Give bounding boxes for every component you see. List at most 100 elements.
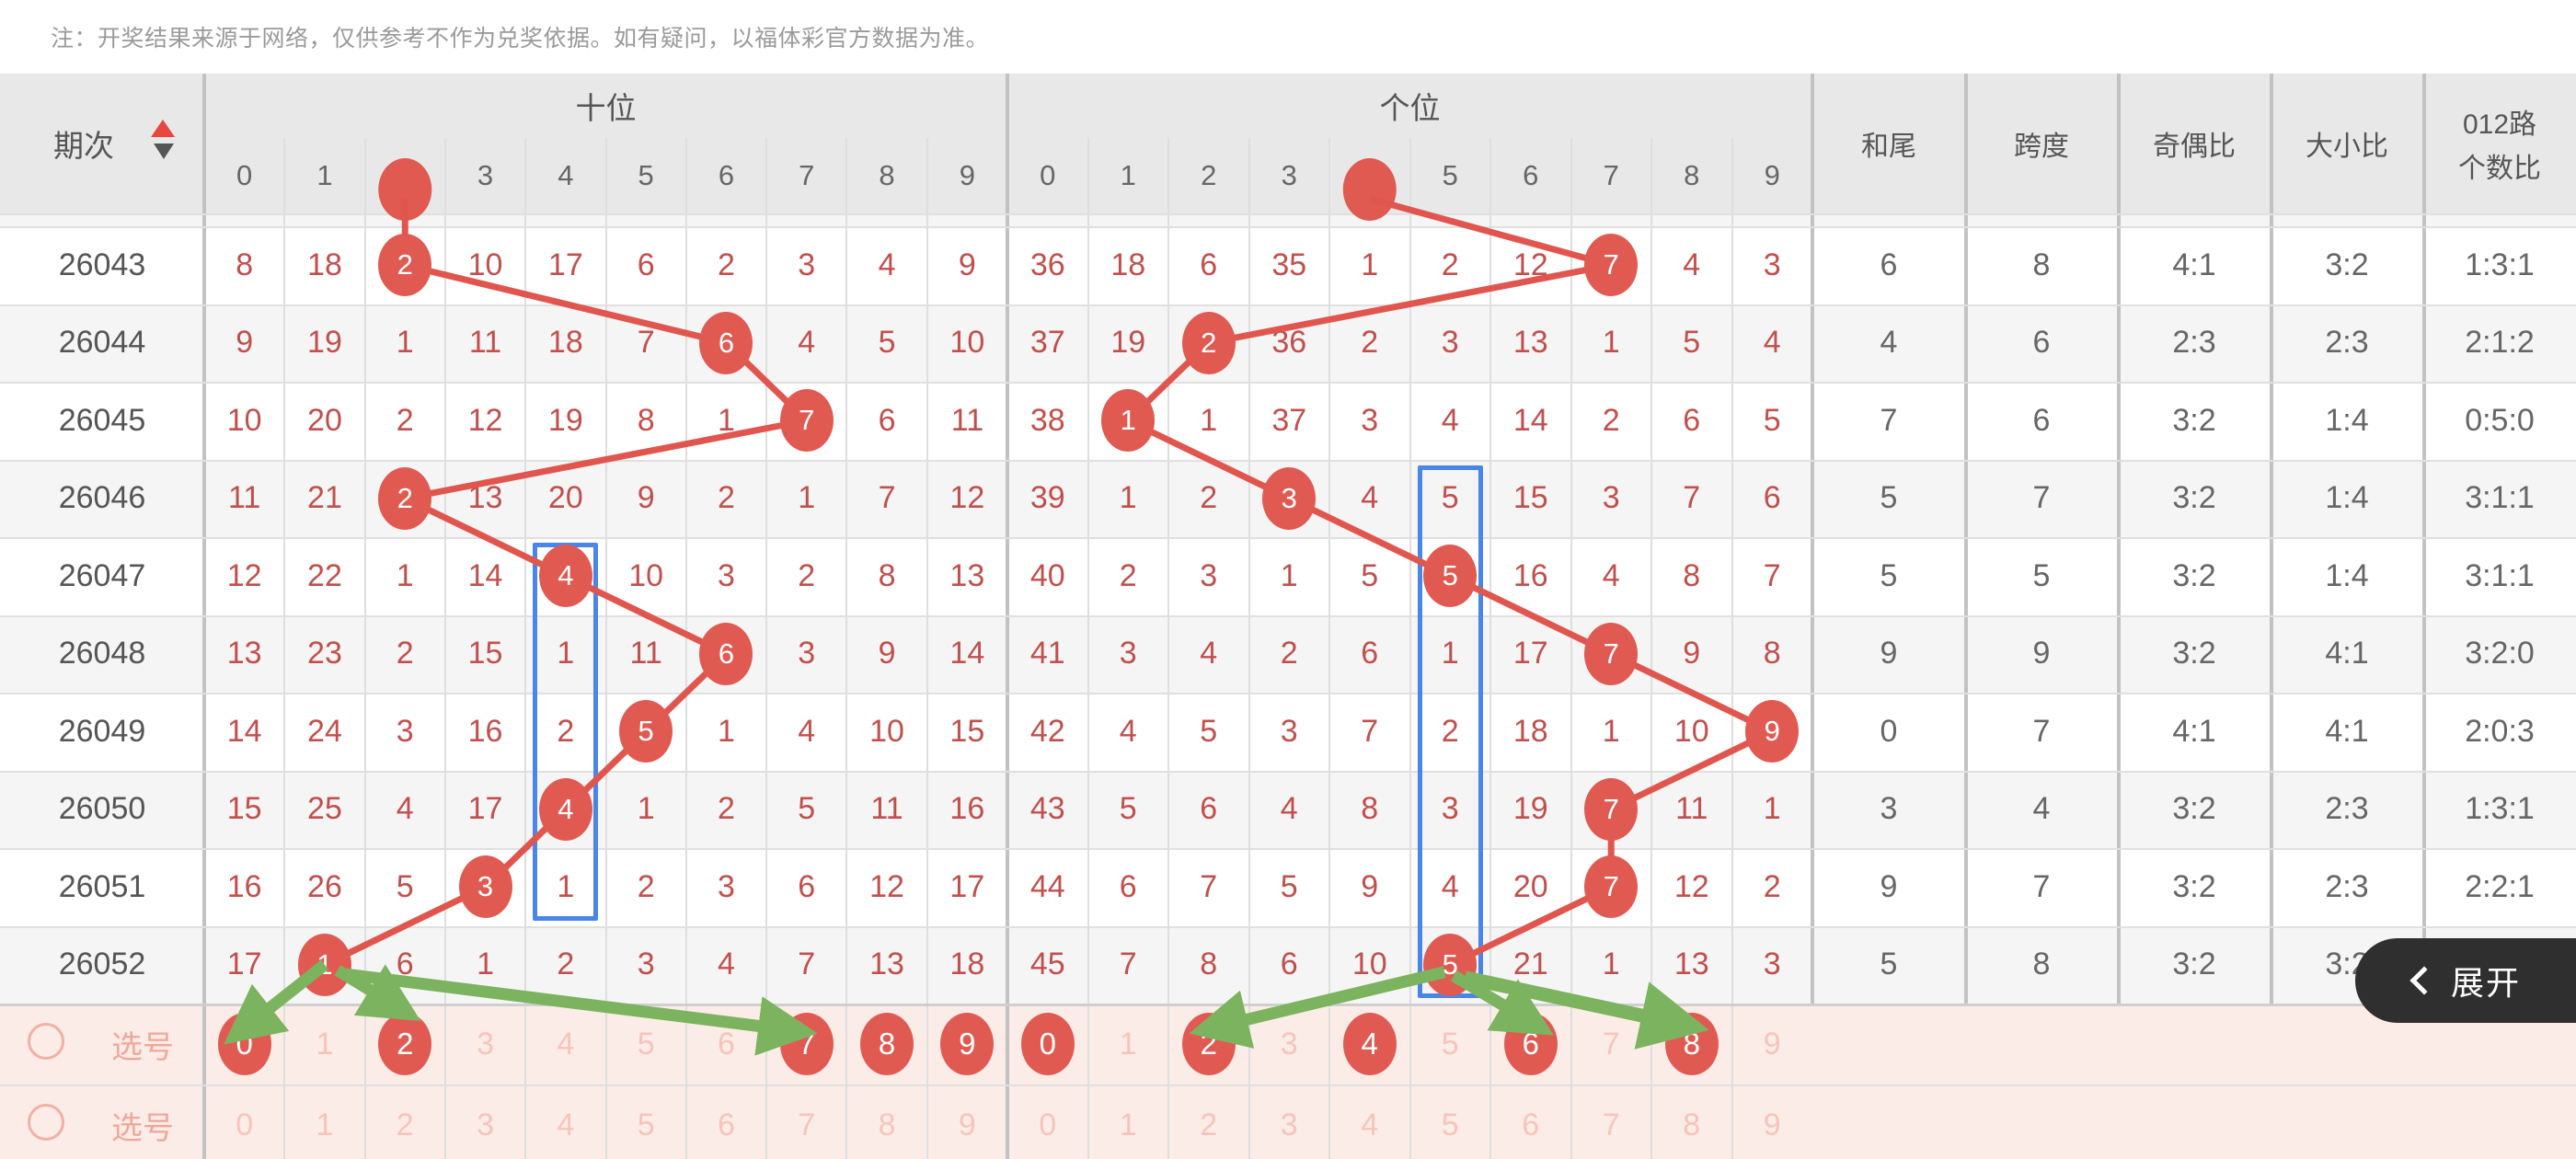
- pick-tens-digit[interactable]: 7: [798, 1107, 816, 1142]
- tens-cell: 2: [637, 868, 655, 904]
- sort-descending-icon[interactable]: [154, 143, 174, 159]
- pick-tens-digit[interactable]: 6: [717, 1026, 735, 1061]
- pick-units-digit-selected[interactable]: 2: [1181, 1013, 1236, 1075]
- issue-number[interactable]: 26044: [58, 325, 146, 361]
- issue-number[interactable]: 26048: [58, 636, 146, 671]
- tens-cell: 10: [949, 325, 985, 361]
- units-digit-header-6[interactable]: 6: [1523, 159, 1539, 191]
- pick-tens-digit[interactable]: 4: [557, 1026, 575, 1061]
- pick-units-digit-selected[interactable]: 0: [1020, 1013, 1075, 1075]
- tens-digit-header-0[interactable]: 0: [236, 159, 253, 191]
- pick-tens-digit[interactable]: 3: [477, 1026, 494, 1061]
- pick-row-label[interactable]: 选号: [111, 1029, 174, 1065]
- issue-number[interactable]: 26045: [58, 402, 146, 438]
- pick-tens-digit-selected[interactable]: 2: [378, 1013, 432, 1075]
- tens-cell: 6: [637, 247, 655, 282]
- pick-units-digit[interactable]: 9: [1763, 1107, 1781, 1142]
- sort-arrows[interactable]: [147, 118, 178, 169]
- pick-tens-digit[interactable]: 0: [236, 1107, 254, 1142]
- 012-road-ratio-header-line2: 个数比: [2458, 154, 2541, 184]
- pick-tens-digit[interactable]: 5: [637, 1026, 655, 1061]
- pick-units-digit[interactable]: 0: [1039, 1107, 1057, 1142]
- units-digit-header-2[interactable]: 2: [1201, 159, 1217, 191]
- tens-cell: 4: [798, 713, 816, 749]
- issue-number[interactable]: 26049: [58, 713, 146, 749]
- units-digit-header-0[interactable]: 0: [1040, 159, 1056, 191]
- tens-digit-header-1[interactable]: 1: [316, 159, 333, 191]
- units-digit-header-1[interactable]: 1: [1120, 159, 1136, 191]
- pick-units-digit[interactable]: 9: [1763, 1026, 1781, 1061]
- expand-button[interactable]: 展开: [2355, 938, 2576, 1023]
- pick-tens-digit[interactable]: 1: [316, 1026, 334, 1061]
- tens-digit-header-4[interactable]: 4: [558, 159, 574, 191]
- pick-tens-digit[interactable]: 5: [637, 1107, 655, 1142]
- pick-units-digit[interactable]: 8: [1683, 1107, 1701, 1142]
- disclaimer-text: 注：开奖结果来源于网络，仅供参考不作为兑奖依据。如有疑问，以福体彩官方数据为准。: [51, 26, 990, 52]
- units-cell: 1: [1763, 791, 1781, 827]
- pick-tens-digit[interactable]: 6: [717, 1107, 735, 1142]
- issue-column-header[interactable]: 期次: [53, 129, 114, 163]
- pick-units-digit[interactable]: 3: [1280, 1107, 1298, 1142]
- pick-units-digit[interactable]: 7: [1602, 1107, 1620, 1142]
- tens-digit-header-9[interactable]: 9: [959, 159, 975, 191]
- pick-tens-digit-selected[interactable]: 8: [860, 1013, 914, 1075]
- pick-row-radio[interactable]: [28, 1023, 64, 1060]
- tens-digit-header-8[interactable]: 8: [879, 159, 895, 191]
- units-cell: 40: [1029, 557, 1065, 593]
- issue-number[interactable]: 26046: [58, 480, 146, 516]
- pick-tens-digit[interactable]: 9: [958, 1107, 976, 1142]
- sum-tail-value: 9: [1880, 868, 1898, 904]
- tens-cell: 2: [798, 557, 816, 593]
- units-digit-header-7[interactable]: 7: [1603, 159, 1619, 191]
- units-hit-marker: 5: [1423, 933, 1478, 996]
- pick-units-digit-selected[interactable]: 6: [1503, 1013, 1558, 1075]
- tens-digit-header-7[interactable]: 7: [799, 159, 815, 191]
- pick-tens-digit-selected[interactable]: 0: [217, 1013, 271, 1075]
- pick-units-digit[interactable]: 1: [1119, 1107, 1137, 1142]
- pick-units-digit[interactable]: 2: [1200, 1107, 1218, 1142]
- pick-row-radio[interactable]: [28, 1104, 64, 1141]
- units-cell: 16: [1512, 557, 1548, 593]
- units-cell: 7: [1763, 557, 1781, 593]
- pick-tens-digit-selected[interactable]: 7: [779, 1013, 834, 1075]
- units-digit-header-3[interactable]: 3: [1281, 159, 1297, 191]
- issue-number[interactable]: 26047: [58, 557, 146, 593]
- tens-digit-header-3[interactable]: 3: [477, 159, 494, 191]
- pick-tens-digit[interactable]: 3: [477, 1107, 494, 1142]
- pick-tens-digit[interactable]: 4: [557, 1107, 575, 1142]
- units-digit-header-4[interactable]: 4: [1362, 159, 1378, 191]
- pick-tens-digit[interactable]: 8: [878, 1107, 896, 1142]
- pick-units-digit[interactable]: 1: [1119, 1026, 1137, 1061]
- pick-units-digit[interactable]: 5: [1441, 1026, 1459, 1061]
- big-small-ratio-value: 4:1: [2325, 713, 2369, 749]
- pick-tens-digit[interactable]: 1: [316, 1107, 334, 1142]
- pick-units-digit-selected[interactable]: 8: [1664, 1013, 1719, 1075]
- pick-units-digit[interactable]: 6: [1522, 1107, 1540, 1142]
- odd-even-ratio-value: 4:1: [2172, 247, 2216, 282]
- issue-number[interactable]: 26050: [58, 791, 146, 827]
- pick-units-digit[interactable]: 5: [1441, 1107, 1459, 1142]
- units-cell: 8: [1683, 557, 1701, 593]
- tens-cell: 17: [547, 247, 583, 282]
- tens-hit-marker: 4: [538, 777, 592, 841]
- tens-digit-header-5[interactable]: 5: [638, 159, 654, 191]
- tens-digit-header-6[interactable]: 6: [718, 159, 735, 191]
- tens-digit-header-2[interactable]: 2: [397, 159, 413, 191]
- issue-number[interactable]: 26051: [58, 868, 146, 904]
- pick-row-label[interactable]: 选号: [111, 1110, 174, 1146]
- tens-cell: 5: [396, 868, 414, 904]
- units-digit-header-8[interactable]: 8: [1684, 159, 1700, 191]
- pick-units-digit[interactable]: 7: [1602, 1026, 1620, 1061]
- tens-cell: 18: [949, 947, 985, 982]
- row-divider: [0, 1084, 2576, 1086]
- pick-units-digit-selected[interactable]: 4: [1342, 1013, 1397, 1075]
- units-digit-header-9[interactable]: 9: [1764, 159, 1780, 191]
- pick-tens-digit[interactable]: 2: [396, 1107, 414, 1142]
- pick-units-digit[interactable]: 3: [1280, 1026, 1298, 1061]
- pick-units-digit[interactable]: 4: [1361, 1107, 1379, 1142]
- issue-number[interactable]: 26043: [58, 247, 146, 282]
- pick-tens-digit-selected[interactable]: 9: [940, 1013, 995, 1075]
- issue-number[interactable]: 26052: [58, 947, 146, 982]
- sort-ascending-icon[interactable]: [151, 120, 175, 137]
- units-digit-header-5[interactable]: 5: [1442, 159, 1458, 191]
